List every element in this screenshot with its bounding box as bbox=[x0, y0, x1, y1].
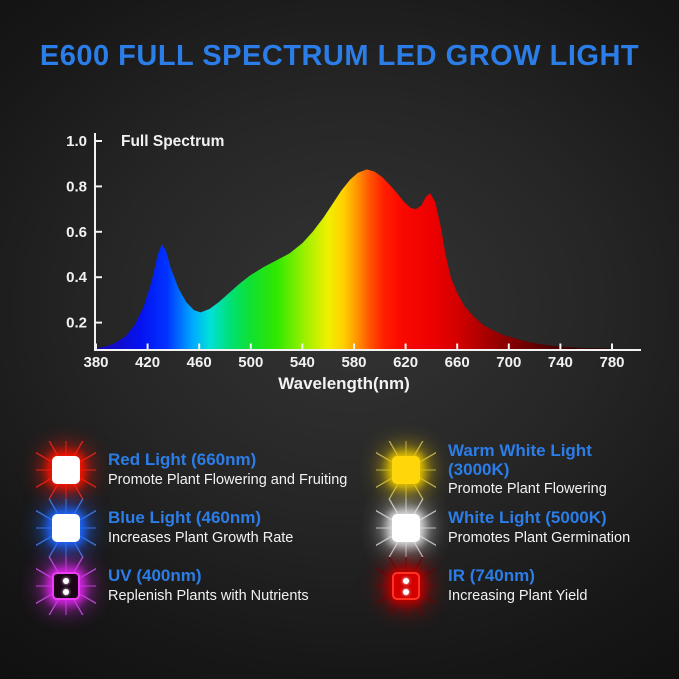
led-chip-icon bbox=[52, 456, 80, 484]
legend-item-title: Warm White Light (3000K) bbox=[448, 440, 592, 479]
y-tick-label: 1.0 bbox=[66, 133, 87, 150]
led-chip-icon bbox=[392, 456, 420, 484]
led-chip-icon bbox=[52, 572, 80, 600]
legend-item-description: Promotes Plant Germination bbox=[448, 530, 631, 546]
x-tick-label: 380 bbox=[83, 354, 108, 371]
y-tick-labels: 0.2 0.4 0.6 0.8 1.0 bbox=[66, 133, 102, 332]
x-axis-label: Wavelength(nm) bbox=[278, 374, 410, 393]
legend-item-description: Promote Plant Flowering and Fruiting bbox=[108, 472, 348, 488]
x-tick-label: 620 bbox=[393, 354, 418, 371]
legend-item-description: Promote Plant Flowering bbox=[448, 481, 607, 498]
led-dot bbox=[403, 577, 409, 584]
x-tick-label: 700 bbox=[496, 354, 521, 371]
chart-title: Full Spectrum bbox=[121, 133, 224, 150]
y-tick-label: 0.6 bbox=[66, 224, 87, 241]
x-tick-label: 460 bbox=[187, 354, 212, 371]
x-tick-label: 420 bbox=[135, 354, 160, 371]
legend-item-title: White Light (5000K) bbox=[448, 508, 607, 528]
led-dot bbox=[403, 588, 409, 595]
led-dot bbox=[63, 588, 69, 595]
page-title: E600 FULL SPECTRUM LED GROW LIGHT bbox=[39, 40, 640, 72]
x-tick-label: 780 bbox=[599, 354, 624, 371]
x-tick-labels: 380 420 460 500 540 580 620 660 700 740 780 bbox=[83, 343, 625, 371]
legend-item-title: IR (740nm) bbox=[448, 566, 535, 586]
legend-item-uv: UV (400nm) Replenish Plants with Nutrien… bbox=[28, 549, 376, 623]
legend-item-title: Red Light (660nm) bbox=[108, 450, 257, 470]
legend-item-description: Replenish Plants with Nutrients bbox=[108, 588, 309, 604]
legend-item-blue: Blue Light (460nm) Increases Plant Growt… bbox=[28, 491, 376, 565]
x-tick-label: 580 bbox=[341, 354, 366, 371]
led-dot bbox=[63, 577, 69, 584]
x-tick-label: 500 bbox=[238, 354, 263, 371]
x-tick-label: 660 bbox=[445, 354, 470, 371]
led-chip-icon bbox=[392, 572, 420, 600]
legend: Red Light (660nm) Promote Plant Flowerin… bbox=[28, 433, 648, 623]
legend-item-ir: IR (740nm) Increasing Plant Yield bbox=[368, 549, 648, 623]
legend-item-description: Increasing Plant Yield bbox=[448, 588, 588, 604]
legend-item-title: Blue Light (460nm) bbox=[108, 508, 262, 528]
y-tick-label: 0.4 bbox=[66, 269, 88, 286]
x-tick-label: 540 bbox=[290, 354, 315, 371]
legend-item-description: Increases Plant Growth Rate bbox=[108, 530, 294, 546]
spectrum-curve bbox=[96, 169, 612, 350]
axes bbox=[94, 133, 641, 351]
led-chip-icon bbox=[392, 514, 420, 542]
y-tick-label: 0.2 bbox=[66, 315, 87, 332]
y-tick-label: 0.8 bbox=[66, 178, 87, 195]
led-chip-icon bbox=[52, 514, 80, 542]
ir-led-icon bbox=[368, 549, 444, 623]
x-tick-label: 740 bbox=[548, 354, 573, 371]
legend-item-title: UV (400nm) bbox=[108, 566, 202, 586]
uv-led-icon bbox=[28, 549, 104, 623]
